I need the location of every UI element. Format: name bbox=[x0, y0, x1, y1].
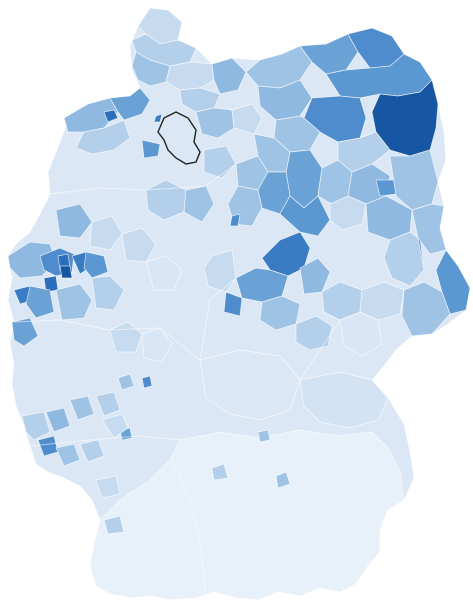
district bbox=[89, 429, 405, 601]
district bbox=[55, 283, 93, 321]
district bbox=[401, 281, 451, 337]
district bbox=[235, 267, 289, 303]
highlighted-district[interactable] bbox=[157, 111, 201, 165]
region-line bbox=[49, 163, 237, 195]
district bbox=[59, 265, 73, 279]
district bbox=[117, 373, 135, 391]
district bbox=[231, 103, 263, 135]
district bbox=[199, 349, 301, 421]
district bbox=[95, 475, 121, 499]
district bbox=[229, 213, 241, 227]
district bbox=[25, 285, 55, 319]
district bbox=[299, 257, 331, 295]
district bbox=[275, 471, 291, 489]
district bbox=[411, 203, 447, 255]
district bbox=[11, 317, 39, 347]
district bbox=[89, 215, 123, 251]
district bbox=[339, 311, 383, 357]
district bbox=[75, 119, 131, 155]
district bbox=[299, 33, 359, 75]
district bbox=[103, 515, 125, 535]
district bbox=[21, 411, 51, 441]
district bbox=[69, 395, 95, 421]
district bbox=[299, 371, 389, 429]
district bbox=[121, 227, 157, 263]
district bbox=[257, 429, 271, 443]
district bbox=[95, 391, 121, 417]
district bbox=[141, 327, 173, 363]
district bbox=[101, 413, 129, 439]
region-line bbox=[299, 319, 341, 381]
region-line bbox=[13, 319, 201, 361]
district bbox=[203, 249, 237, 293]
district bbox=[165, 61, 215, 91]
district bbox=[371, 79, 439, 157]
district bbox=[131, 51, 171, 87]
district bbox=[55, 203, 93, 239]
region-line bbox=[29, 435, 181, 447]
region-line bbox=[199, 277, 237, 361]
district bbox=[295, 315, 333, 351]
district bbox=[279, 195, 331, 237]
district bbox=[337, 131, 391, 173]
district bbox=[153, 113, 163, 123]
district bbox=[83, 251, 109, 279]
district bbox=[91, 275, 125, 311]
district bbox=[223, 291, 243, 317]
district bbox=[103, 109, 119, 123]
district bbox=[389, 149, 439, 211]
district bbox=[55, 443, 81, 467]
district bbox=[141, 139, 161, 159]
region-line bbox=[171, 459, 207, 599]
district bbox=[141, 375, 153, 389]
district bbox=[79, 439, 105, 463]
district bbox=[261, 231, 311, 277]
district bbox=[109, 87, 151, 121]
district bbox=[145, 255, 183, 291]
district bbox=[211, 57, 247, 95]
district bbox=[45, 407, 71, 433]
district bbox=[257, 79, 313, 121]
district bbox=[383, 231, 425, 287]
district bbox=[211, 463, 229, 481]
